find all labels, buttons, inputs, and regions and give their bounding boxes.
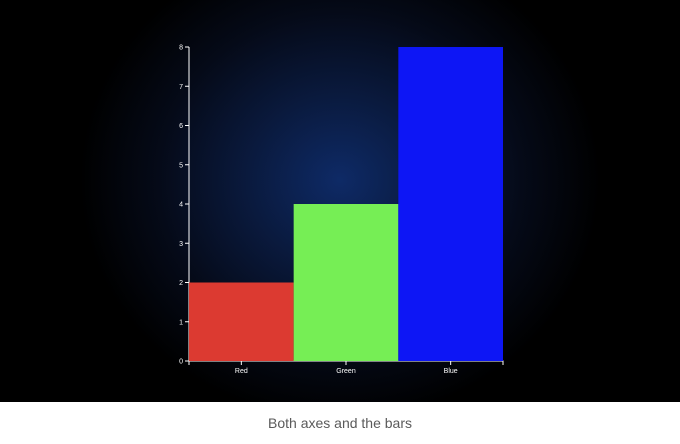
bar-blue xyxy=(398,47,503,361)
bars-group xyxy=(189,47,503,361)
bar-red xyxy=(189,282,294,361)
bar-chart: 0 1 2 3 4 5 6 7 8 Red Green Blue xyxy=(179,45,504,375)
y-tick-label: 0 xyxy=(179,359,183,366)
y-tick-label: 6 xyxy=(179,123,183,130)
bar-green xyxy=(293,204,399,361)
y-tick-label: 4 xyxy=(179,202,183,209)
y-tick-label: 2 xyxy=(179,280,183,287)
y-tick-label: 7 xyxy=(179,84,183,91)
y-tick-label: 5 xyxy=(179,162,183,169)
x-tick-label-blue: Blue xyxy=(444,368,458,375)
figure-caption: Both axes and the bars xyxy=(268,415,412,431)
x-axis: Red Green Blue xyxy=(188,360,504,375)
y-tick-label: 8 xyxy=(179,45,183,52)
y-tick-label: 1 xyxy=(179,319,183,326)
y-axis: 0 1 2 3 4 5 6 7 8 xyxy=(179,45,190,366)
x-tick-label-green: Green xyxy=(336,368,356,375)
x-tick-label-red: Red xyxy=(235,368,248,375)
y-tick-label: 3 xyxy=(179,241,183,248)
chart-panel: 0 1 2 3 4 5 6 7 8 Red Green Blue xyxy=(0,0,680,402)
